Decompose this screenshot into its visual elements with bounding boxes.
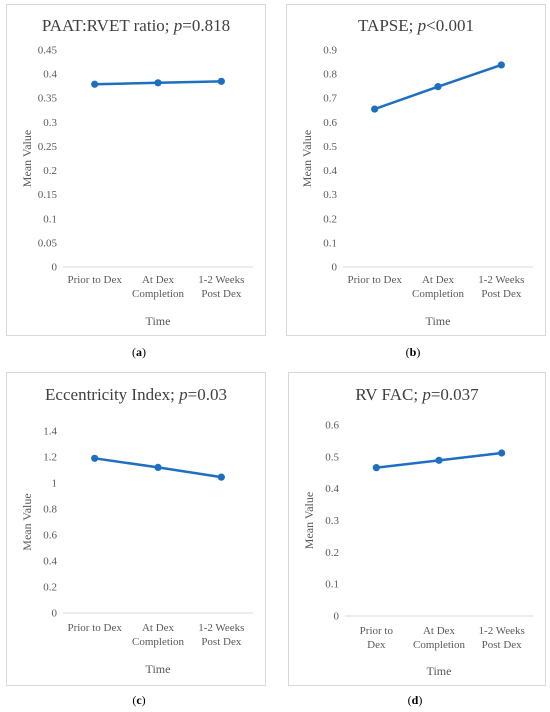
y-tick-label: 0.35 — [38, 93, 58, 105]
caption-d: (d) — [407, 693, 423, 707]
chart-title-main: TAPSE; — [358, 16, 418, 35]
y-tick-label: 0.6 — [43, 530, 57, 542]
y-tick-label: 0.1 — [325, 579, 339, 591]
y-tick-label: 0.9 — [323, 45, 337, 57]
x-tick-label: At Dex Completion — [132, 274, 184, 300]
chart-c: Eccentricity Index; p=0.03 0 0.2 0.4 0.6 0.8 1… — [20, 385, 253, 676]
x-tick-label: 1-2 Weeks Post Dex — [479, 625, 525, 651]
y-axis-title: Mean Value — [300, 130, 314, 187]
chart-title: RV FAC; p=0.037 — [355, 385, 479, 404]
y-axis-title: Mean Value — [20, 493, 34, 550]
data-point — [154, 463, 162, 471]
chart-title-value: =0.818 — [182, 16, 230, 35]
y-tick-label: 0.15 — [38, 189, 58, 201]
y-tick-label: 0.6 — [323, 117, 337, 129]
y-tick-label: 0.2 — [43, 582, 57, 594]
y-tick-label: 0.05 — [38, 237, 58, 249]
chart-a: PAAT:RVET ratio; p=0.818 0 0.05 0.1 0.15 0.2 0… — [20, 16, 253, 328]
chart-title-value: =0.03 — [188, 385, 227, 404]
y-tick-label: 0.5 — [323, 141, 337, 153]
caption-d-letter: d — [411, 693, 419, 707]
data-point — [217, 473, 225, 481]
y-tick-label: 0.2 — [43, 165, 57, 177]
y-tick-label: 0.4 — [325, 483, 339, 495]
y-tick-label: 0.7 — [323, 93, 337, 105]
x-tick-label: Prior to Dex — [360, 625, 394, 651]
data-point — [435, 456, 443, 464]
data-point — [217, 77, 225, 85]
chart-title-p: p — [417, 16, 427, 35]
caption-c: (c) — [132, 693, 146, 707]
y-tick-label: 0 — [332, 262, 338, 274]
chart-title-main: RV FAC; — [355, 385, 422, 404]
y-tick-label: 1 — [52, 478, 58, 490]
data-point — [498, 449, 506, 457]
y-tick-label: 0.1 — [43, 213, 57, 225]
y-axis-title: Mean Value — [20, 130, 34, 187]
x-tick-label: 1-2 Weeks Post Dex — [198, 622, 244, 648]
y-tick-label: 0.3 — [43, 117, 57, 129]
data-point — [91, 80, 99, 88]
chart-panel-b: TAPSE; p<0.001 0 0.1 0.2 0.3 0.4 0.5 0.6 0.7 0.8 0… — [286, 4, 546, 336]
x-tick-label: Prior to Dex — [67, 274, 122, 286]
chart-title-main: PAAT:RVET ratio; — [42, 16, 174, 35]
y-tick-label: 0.45 — [38, 45, 58, 57]
y-tick-label: 0.3 — [323, 189, 337, 201]
y-tick-label: 0.4 — [43, 556, 57, 568]
y-tick-label: 0.5 — [325, 451, 339, 463]
chart-b: TAPSE; p<0.001 0 0.1 0.2 0.3 0.4 0.5 0.6 0.7 0.8 0… — [300, 16, 533, 328]
y-tick-label: 0.4 — [43, 69, 57, 81]
data-point — [497, 61, 505, 69]
y-tick-label: 0.6 — [325, 420, 339, 432]
data-point — [91, 454, 99, 462]
caption-b: (b) — [405, 345, 421, 359]
chart-panel-a: PAAT:RVET ratio; p=0.818 0 0.05 0.1 0.15 0.2 0… — [6, 4, 266, 336]
y-tick-label: 1.2 — [43, 452, 57, 464]
y-tick-label: 1.4 — [43, 426, 57, 438]
chart-title: PAAT:RVET ratio; p=0.818 — [42, 16, 230, 35]
x-tick-label: Prior to Dex — [347, 274, 402, 286]
y-tick-label: 0.2 — [323, 213, 337, 225]
x-axis-title: Time — [426, 314, 451, 328]
y-tick-label: 0.25 — [38, 141, 58, 153]
x-tick-label: At Dex Completion — [132, 622, 184, 648]
y-tick-label: 0.8 — [43, 504, 57, 516]
x-axis-title: Time — [427, 664, 452, 678]
x-tick-label: Prior to Dex — [67, 622, 122, 634]
data-point — [372, 464, 380, 472]
y-tick-label: 0.8 — [323, 69, 337, 81]
chart-title-value: <0.001 — [426, 16, 474, 35]
x-axis-title: Time — [146, 314, 171, 328]
x-tick-label: At Dex Completion — [413, 625, 465, 651]
chart-title: Eccentricity Index; p=0.03 — [45, 385, 227, 404]
x-tick-label: At Dex Completion — [412, 274, 464, 300]
x-axis-title: Time — [146, 662, 171, 676]
chart-title-p: p — [178, 385, 188, 404]
chart-title-p: p — [421, 385, 431, 404]
chart-title: TAPSE; p<0.001 — [358, 16, 474, 35]
caption-b-letter: b — [409, 345, 417, 359]
y-tick-label: 0.3 — [325, 515, 339, 527]
chart-title-p: p — [173, 16, 183, 35]
chart-title-value: =0.037 — [431, 385, 479, 404]
x-tick-label: 1-2 Weeks Post Dex — [478, 274, 524, 300]
y-tick-label: 0.1 — [323, 237, 337, 249]
data-point — [154, 79, 162, 87]
y-tick-label: 0 — [52, 262, 58, 274]
chart-d: RV FAC; p=0.037 0 0.1 0.2 0.3 0.4 0.5 0.6 Prior … — [302, 385, 533, 678]
chart-panel-c: Eccentricity Index; p=0.03 0 0.2 0.4 0.6 0.8 1… — [6, 372, 266, 686]
caption-a: (a) — [132, 345, 146, 359]
y-tick-label: 0.4 — [323, 165, 337, 177]
x-tick-label: 1-2 Weeks Post Dex — [198, 274, 244, 300]
y-axis-title: Mean Value — [302, 492, 316, 549]
data-point — [434, 83, 442, 91]
caption-a-letter: a — [136, 345, 142, 359]
chart-panel-d: RV FAC; p=0.037 0 0.1 0.2 0.3 0.4 0.5 0.6 Prior … — [288, 372, 546, 686]
chart-title-main: Eccentricity Index; — [45, 385, 179, 404]
y-tick-label: 0 — [52, 608, 58, 620]
y-tick-label: 0 — [334, 611, 340, 623]
y-tick-label: 0.2 — [325, 547, 339, 559]
caption-c-letter: c — [136, 693, 142, 707]
data-point — [371, 105, 379, 113]
